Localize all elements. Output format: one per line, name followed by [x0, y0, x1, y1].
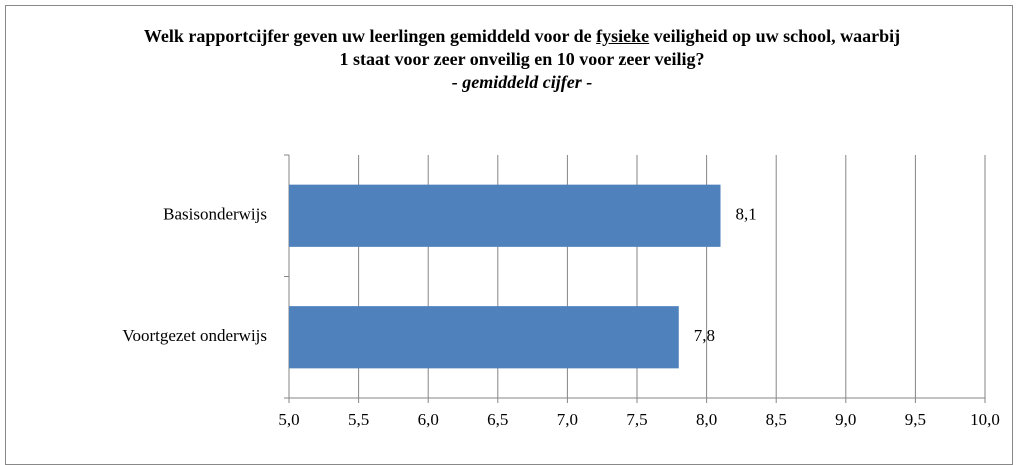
y-tick-label: Basisonderwijs: [163, 205, 267, 224]
x-tick-label: 8,0: [696, 410, 717, 429]
bar: [289, 184, 721, 247]
y-tick-label: Voortgezet onderwijs: [122, 326, 267, 345]
data-label: 7,8: [694, 326, 715, 345]
x-tick-label: 10,0: [970, 410, 1000, 429]
chart-subtitle: - gemiddeld cijfer -: [451, 72, 593, 92]
bar: [289, 306, 679, 369]
x-tick-label: 6,0: [418, 410, 439, 429]
chart-title: Welk rapportcijfer geven uw leerlingen g…: [142, 25, 902, 94]
x-tick-label: 9,5: [905, 410, 926, 429]
title-part: veiligheid op uw school, waarbij 1 staat…: [339, 26, 901, 69]
x-tick-label: 5,0: [278, 410, 299, 429]
title-underlined: fysieke: [596, 26, 650, 46]
chart: 5,0 5,5 6,0 6,5 7,0 7,5 8,0 8,5 9,0 9,5 10,0 Basiso…: [122, 154, 1000, 429]
x-tick-label: 9,0: [835, 410, 856, 429]
x-tick-label: 6,5: [487, 410, 508, 429]
x-tick-label: 8,5: [766, 410, 787, 429]
x-tick-label: 7,0: [557, 410, 578, 429]
title-part: Welk rapportcijfer geven uw leerlingen g…: [143, 26, 597, 46]
data-label: 8,1: [736, 205, 757, 224]
x-tick-label: 7,5: [626, 410, 647, 429]
x-tick-label: 5,5: [348, 410, 369, 429]
page: 5,0 5,5 6,0 6,5 7,0 7,5 8,0 8,5 9,0 9,5 10,0 Basiso…: [5, 5, 1013, 465]
